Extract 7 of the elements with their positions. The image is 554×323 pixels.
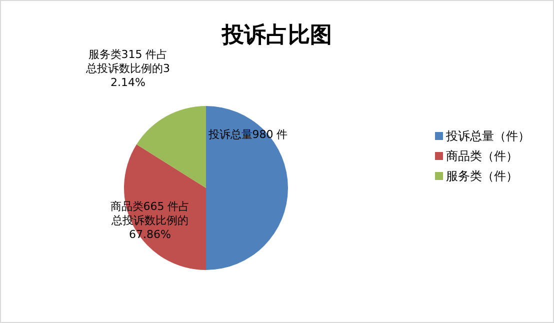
legend-label: 服务类（件） (446, 169, 518, 183)
legend-label: 商品类（件） (446, 149, 518, 163)
legend-label: 投诉总量（件） (445, 129, 530, 143)
chart-title: 投诉占比图 (221, 23, 332, 48)
pie-slice (206, 106, 288, 270)
data-label: 服务类315 件占总投诉数比例的32.14% (86, 48, 170, 90)
pie-slice (136, 106, 206, 188)
